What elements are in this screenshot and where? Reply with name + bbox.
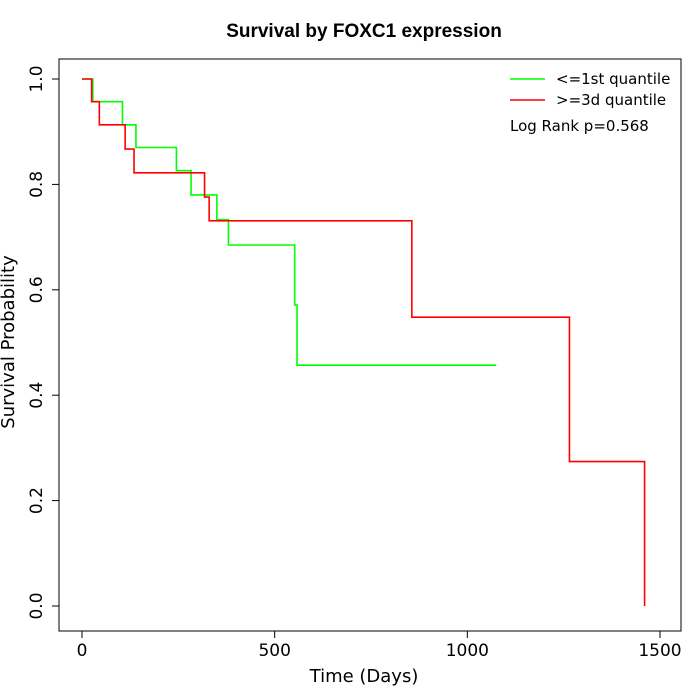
- series-line-2: [82, 78, 646, 606]
- y-tick-label: 0.0: [27, 592, 47, 619]
- y-tick-label: 0.4: [27, 382, 47, 409]
- x-tick-label: 500: [258, 641, 290, 661]
- log-rank-annotation: Log Rank p=0.568: [510, 117, 649, 135]
- y-tick-label: 0.2: [27, 487, 47, 514]
- series-line-1: [82, 78, 497, 366]
- legend-label-1: <=1st quantile: [556, 70, 670, 88]
- legend: <=1st quantile >=3d quantile: [510, 70, 670, 109]
- x-tick-label: 1000: [446, 641, 489, 661]
- x-axis-title: Time (Days): [309, 666, 419, 687]
- x-tick-label: 1500: [638, 641, 681, 661]
- y-tick-label: 1.0: [27, 65, 47, 92]
- chart-title: Survival by FOXC1 expression: [226, 21, 502, 42]
- y-tick-label: 0.6: [27, 276, 47, 303]
- y-tick-label: 0.8: [27, 171, 47, 198]
- x-tick-label: 0: [77, 641, 88, 661]
- y-axis-title: Survival Probability: [0, 255, 19, 429]
- axes: 0 500 1000 1500 0.0 0.2 0.4 0.6 0.8 1.0: [27, 65, 682, 661]
- series-group: [82, 78, 646, 606]
- legend-label-2: >=3d quantile: [556, 91, 666, 109]
